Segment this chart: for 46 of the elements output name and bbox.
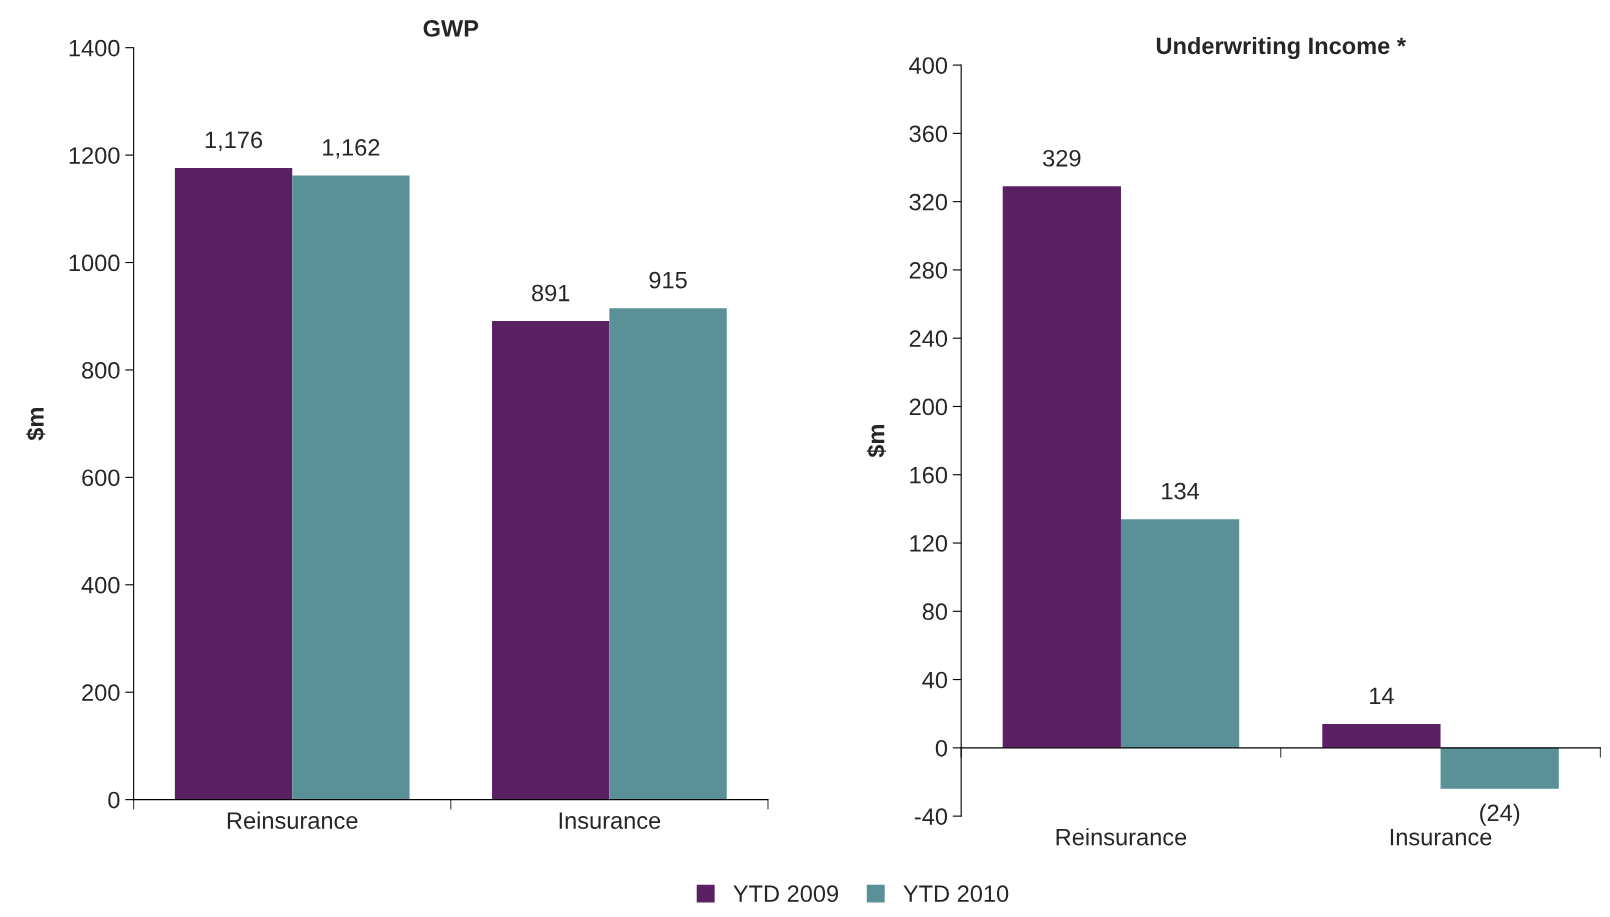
data-label: 329 [1043, 149, 1081, 167]
bar [292, 175, 410, 800]
y-axis-title: $m [866, 425, 886, 458]
y-tick-label: 400 [81, 576, 120, 594]
data-label: 134 [1162, 482, 1200, 500]
y-tick-label: 280 [909, 262, 948, 279]
bar [609, 308, 727, 800]
data-label: 1,162 [323, 139, 380, 159]
legend-label: YTD 2010 [903, 885, 1009, 903]
x-tick-label: Reinsurance [227, 811, 358, 829]
y-tick-label: 200 [909, 398, 948, 416]
y-axis-title: $m [26, 408, 46, 441]
bar [492, 321, 610, 800]
x-tick-label: Insurance [1390, 829, 1492, 846]
y-tick-label: 1400 [69, 39, 120, 57]
bar [1002, 186, 1121, 748]
data-label: (24) [1480, 803, 1520, 826]
y-tick-label: 240 [909, 330, 948, 347]
chart-title: Underwriting Income * [1156, 36, 1407, 59]
x-tick-label: Insurance [559, 812, 661, 829]
y-tick-label: 160 [910, 466, 948, 484]
y-tick-label: 360 [909, 125, 948, 143]
x-tick-label: Reinsurance [1056, 828, 1187, 846]
bar [1322, 723, 1441, 748]
y-tick-label: 1200 [69, 147, 120, 164]
y-tick-label: 0 [935, 739, 948, 757]
y-tick-label: 600 [82, 469, 120, 487]
y-tick-label: 0 [108, 791, 120, 809]
y-tick-label: 1000 [69, 254, 120, 272]
data-label: 14 [1370, 687, 1394, 705]
legend-label: YTD 2009 [733, 885, 839, 903]
data-label: 891 [532, 284, 570, 302]
y-tick-label: 400 [909, 57, 948, 74]
chart-title: GWP [423, 20, 479, 37]
y-tick-label: 200 [82, 684, 120, 701]
y-tick-label: 80 [922, 603, 948, 621]
data-label: 1,176 [205, 131, 263, 152]
y-tick-label: -40 [914, 808, 948, 825]
y-tick-label: 120 [910, 535, 948, 552]
y-tick-label: 40 [922, 671, 948, 689]
y-tick-label: 320 [909, 193, 948, 211]
bar [174, 167, 293, 800]
bar [1440, 747, 1559, 789]
bar [1120, 519, 1240, 748]
data-label: 915 [649, 271, 687, 289]
y-tick-label: 800 [82, 362, 120, 379]
